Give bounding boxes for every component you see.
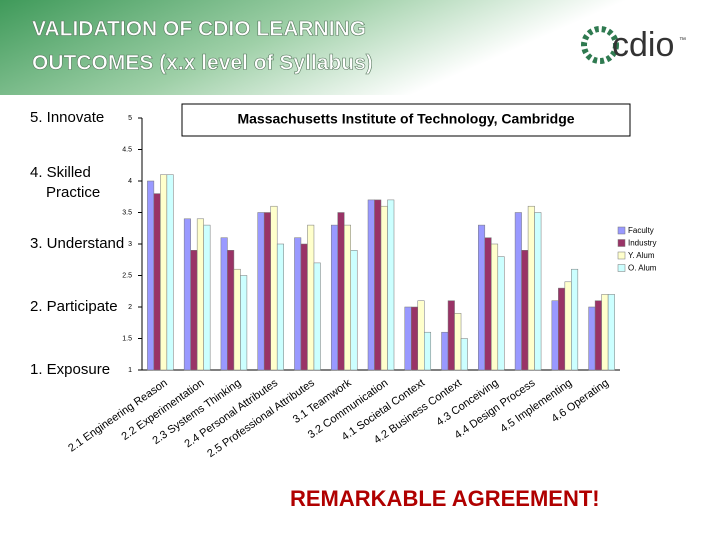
bar: [454, 313, 462, 371]
legend-swatch: [617, 226, 626, 235]
level-label: 3. Understand: [30, 235, 124, 252]
y-tick-label: 1: [128, 367, 132, 374]
y-tick-label: 3.5: [122, 209, 132, 216]
bar: [233, 268, 241, 371]
bar: [601, 294, 609, 371]
bar: [478, 224, 486, 371]
slide-title: OUTCOMES (x.x level of Syllabus): [32, 52, 373, 75]
slide-title: VALIDATION OF CDIO LEARNING: [32, 18, 366, 41]
footer: REMARKABLE AGREEMENT!: [290, 486, 600, 511]
bar: [527, 205, 535, 371]
bar: [594, 300, 602, 371]
bar: [240, 275, 248, 371]
bar: [294, 237, 302, 371]
bar: [190, 250, 198, 371]
level-label-line: Practice: [46, 184, 100, 201]
bar: [343, 224, 351, 371]
bar: [424, 331, 432, 371]
bar: [387, 199, 395, 371]
bar: [166, 174, 174, 371]
bar: [514, 212, 522, 371]
bar: [313, 262, 321, 371]
legend-swatch: [617, 251, 626, 260]
level-label: 4. Skilled Practice: [30, 164, 100, 201]
y-tick-label: 4: [128, 178, 132, 185]
bar: [203, 224, 211, 371]
level-label: 5. Innovate: [30, 109, 104, 126]
level-label-line: 4. Skilled: [30, 164, 91, 181]
legend-swatch: [617, 239, 626, 247]
bar: [404, 306, 412, 371]
bar: [411, 306, 419, 371]
bar: [276, 243, 284, 371]
bar: [160, 174, 168, 371]
bar: [374, 199, 382, 371]
bar: [588, 306, 596, 371]
bar: [307, 224, 315, 371]
logo-mark: ™: [679, 37, 686, 44]
bar: [534, 212, 542, 371]
bar: [558, 287, 566, 371]
bar: [417, 300, 425, 371]
bar: [183, 218, 191, 371]
chart-title-box: [181, 103, 631, 137]
y-tick-label: 4.5: [122, 146, 132, 153]
bar: [447, 300, 455, 371]
legend-label: Faculty: [628, 226, 654, 235]
logo: cdio: [612, 26, 674, 64]
legend-label: O. Alum: [628, 264, 657, 273]
bar: [571, 268, 579, 371]
bar: [551, 300, 559, 371]
bar: [521, 250, 529, 371]
bar: [147, 180, 155, 371]
y-tick-label: 3: [128, 241, 132, 248]
bar: [153, 193, 161, 371]
legend-label: Y. Alum: [628, 251, 655, 260]
bar: [196, 218, 204, 371]
bar: [367, 199, 375, 371]
bar: [220, 237, 228, 371]
bar: [564, 281, 572, 371]
bar: [270, 205, 278, 371]
level-label: 1. Exposure: [30, 361, 110, 378]
y-tick-label: 5: [128, 115, 132, 122]
bar: [227, 250, 235, 371]
bar: [441, 331, 449, 371]
legend-label: Industry: [628, 239, 656, 248]
bar: [380, 205, 388, 371]
bar: [491, 243, 499, 371]
bar: [497, 256, 505, 371]
bar: [257, 212, 265, 371]
bar: [484, 237, 492, 371]
bar: [263, 212, 271, 371]
chart-title: Massachusetts Institute of Technology, C…: [237, 111, 574, 127]
legend-swatch: [617, 264, 626, 272]
y-tick-label: 2.5: [122, 272, 132, 279]
y-tick-label: 2: [128, 304, 132, 311]
bar: [337, 212, 345, 371]
y-tick-label: 1.5: [122, 335, 132, 342]
logo-ring: [581, 26, 619, 64]
level-label: 2. Participate: [30, 298, 118, 315]
bar: [300, 243, 308, 371]
bar: [330, 224, 338, 371]
header-band: [0, 0, 720, 95]
bar: [350, 250, 358, 371]
bar: [607, 294, 615, 371]
bar: [460, 338, 468, 371]
